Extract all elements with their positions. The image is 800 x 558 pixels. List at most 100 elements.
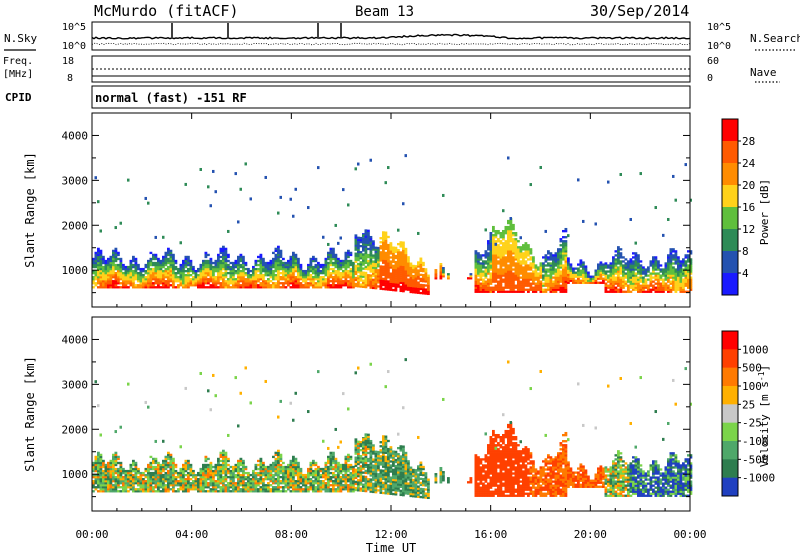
power-cell [360, 277, 363, 279]
power-cell [507, 281, 510, 283]
power-cell [507, 234, 510, 236]
power-cell [382, 235, 385, 237]
power-cell [252, 278, 255, 280]
power-cell [380, 253, 383, 255]
velocity-cell [150, 474, 153, 476]
power-cell [402, 256, 405, 258]
power-cell [482, 281, 485, 283]
power-cell [395, 269, 398, 271]
velocity-cell [210, 468, 213, 470]
power-cell [257, 256, 260, 258]
power-cell [630, 260, 633, 262]
power-cell [525, 244, 528, 246]
power-cell [500, 272, 503, 274]
power-cell [215, 264, 218, 266]
power-cell [497, 244, 500, 246]
power-cell [327, 278, 330, 280]
velocity-cell [282, 490, 285, 492]
power-cell [102, 274, 105, 276]
power-cell [505, 252, 508, 254]
power-cell [642, 270, 645, 272]
velocity-cell [165, 486, 168, 488]
power-cell [260, 270, 263, 272]
velocity-cell [275, 460, 278, 462]
power-cell [330, 280, 333, 282]
velocity-cell [260, 482, 263, 484]
power-cell [235, 282, 238, 284]
power-cell [112, 280, 115, 282]
power-cell [97, 254, 100, 256]
power-cell [210, 268, 213, 270]
velocity-cell [315, 468, 318, 470]
power-cell [525, 268, 528, 270]
power-cell [362, 243, 365, 245]
velocity-cell [312, 490, 315, 492]
power-cell [620, 283, 623, 285]
power-cell [335, 272, 338, 274]
power-cell [557, 260, 560, 262]
power-cell [317, 286, 320, 288]
power-cell [125, 286, 128, 288]
power-cell [672, 289, 675, 291]
power-cell [620, 260, 623, 262]
power-cell [355, 242, 358, 244]
velocity-cell [322, 476, 325, 478]
velocity-cell [282, 472, 285, 474]
velocity-cell [185, 470, 188, 472]
power-cell [425, 268, 428, 270]
velocity-cell [130, 464, 133, 466]
velocity-cell [287, 488, 290, 490]
power-cell [347, 266, 350, 268]
power-cell [660, 285, 663, 287]
power-cell [670, 266, 673, 268]
power-cell [497, 289, 500, 291]
velocity-cell [307, 472, 310, 474]
velocity-cell [330, 480, 333, 482]
power-cell [510, 240, 513, 242]
power-cell [212, 262, 215, 264]
power-cell [315, 270, 318, 272]
power-cell [517, 250, 520, 252]
velocity-cell [245, 490, 248, 492]
velocity-cell [162, 440, 165, 443]
velocity-cell [242, 460, 245, 462]
power-cell [142, 282, 145, 284]
power-cell [512, 242, 515, 244]
velocity-cell [300, 482, 303, 484]
power-cell [402, 258, 405, 260]
power-cell [477, 258, 480, 260]
velocity-cell [252, 476, 255, 478]
power-cell [662, 274, 665, 276]
power-cell [405, 284, 408, 286]
power-cell [615, 278, 618, 280]
power-cell [397, 273, 400, 275]
velocity-cell [115, 430, 118, 433]
power-cell [630, 264, 633, 266]
power-cell [657, 278, 660, 280]
velocity-cell [265, 484, 268, 486]
power-cell [195, 278, 198, 280]
power-cell [507, 238, 510, 240]
power-cell [285, 274, 288, 276]
power-cell [397, 279, 400, 281]
power-cell [482, 289, 485, 291]
power-cell [647, 270, 650, 272]
velocity-cell [295, 472, 298, 474]
power-cell [332, 264, 335, 266]
power-cell [527, 264, 530, 266]
power-cell [305, 270, 308, 272]
power-cell [422, 264, 425, 266]
power-cell [275, 286, 278, 288]
velocity-cell [280, 490, 283, 492]
power-cell [630, 276, 633, 278]
velocity-cell [130, 482, 133, 484]
power-cell [485, 276, 488, 278]
power-cell [317, 270, 320, 272]
velocity-cell [222, 460, 225, 462]
power-cell [477, 264, 480, 266]
power-cell [687, 258, 690, 260]
power-cell [355, 269, 358, 271]
velocity-cell [197, 480, 200, 482]
power-cell [367, 236, 370, 238]
